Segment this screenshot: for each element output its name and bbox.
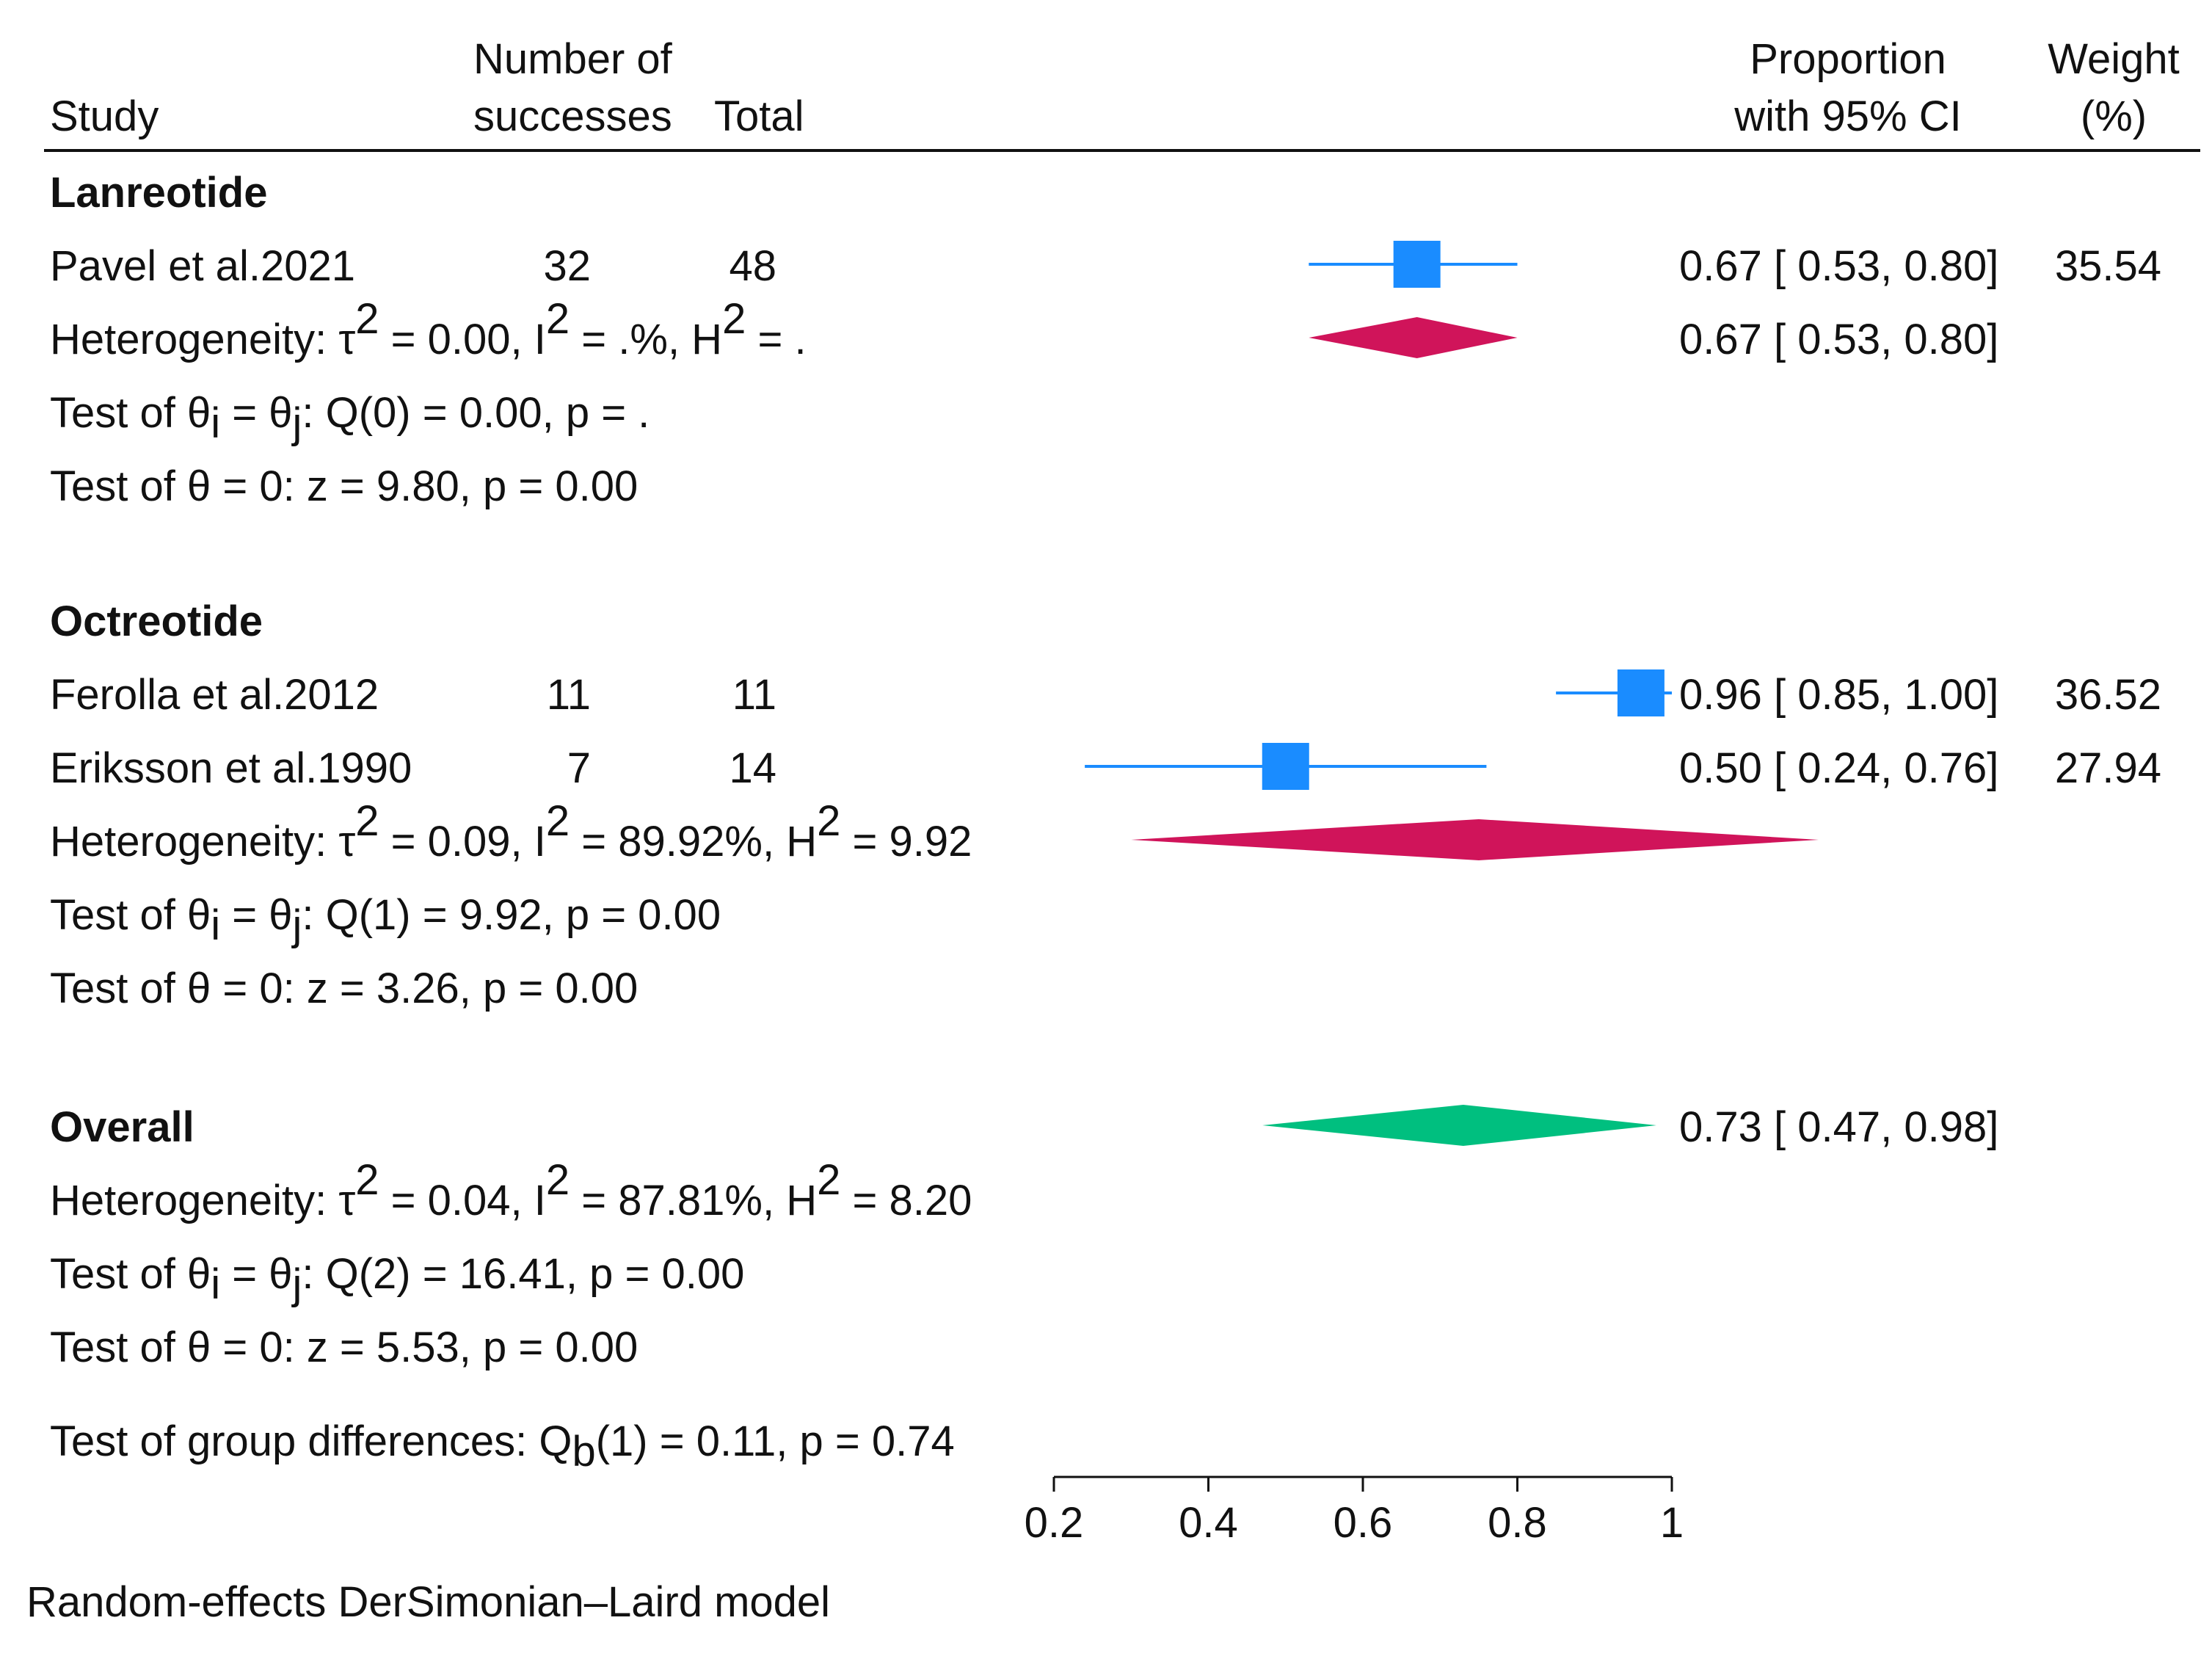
test-theta0: Test of θ = 0: z = 3.26, p = 0.00	[50, 965, 638, 1012]
header-weight-line2: (%)	[2081, 92, 2147, 140]
study-marker	[1617, 669, 1665, 716]
overall-title: Overall	[50, 1103, 194, 1151]
study-successes: 32	[543, 242, 591, 290]
header-ci-line2: with 95% CI	[1733, 92, 1961, 140]
header-total: Total	[714, 92, 804, 140]
heterogeneity-text: Heterogeneity: τ2 = 0.09, I2 = 89.92%, H…	[50, 797, 972, 865]
study-total: 48	[729, 242, 776, 290]
subgroup-diamond	[1131, 819, 1819, 860]
header-successes-line1: Number of	[473, 35, 673, 83]
study-total: 11	[732, 671, 776, 719]
study-marker	[1262, 743, 1309, 790]
x-tick-label: 0.2	[1025, 1499, 1084, 1547]
study-ci-text: 0.96 [ 0.85, 1.00]	[1679, 671, 1998, 719]
header-ci-line1: Proportion	[1750, 35, 1946, 83]
group-title: Octreotide	[50, 598, 263, 645]
overall-diamond	[1262, 1105, 1656, 1146]
table-row: Pavel et al.2021 32 48 0.67 [ 0.53, 0.80…	[50, 242, 2161, 290]
study-weight: 27.94	[2055, 744, 2161, 792]
group-octreotide: Octreotide Ferolla et al.2012 11 11 0.96…	[50, 598, 2161, 1012]
study-successes: 11	[547, 671, 591, 719]
heterogeneity-line: Heterogeneity: τ2 = 0.09, I2 = 89.92%, H…	[50, 797, 972, 865]
x-tick-label: 0.8	[1488, 1499, 1547, 1547]
heterogeneity-text: Heterogeneity: τ2 = 0.04, I2 = 87.81%, H…	[50, 1156, 972, 1224]
study-ci-text: 0.67 [ 0.53, 0.80]	[1679, 242, 1998, 290]
group-overall: Overall 0.73 [ 0.47, 0.98] Heterogeneity…	[50, 1103, 1998, 1371]
header-successes-line2: successes	[473, 92, 672, 140]
heterogeneity-text: Heterogeneity: τ2 = 0.00, I2 = .%, H2 = …	[50, 295, 807, 363]
group-differences-test: Test of group differences: Qb(1) = 0.11,…	[50, 1417, 955, 1475]
subgroup-ci-text: 0.67 [ 0.53, 0.80]	[1679, 316, 1998, 363]
test-theta-ij: Test of θi = θj: Q(1) = 9.92, p = 0.00	[50, 891, 721, 949]
test-theta0: Test of θ = 0: z = 9.80, p = 0.00	[50, 462, 638, 510]
study-weight: 35.54	[2055, 242, 2161, 290]
plot-marks	[1085, 241, 1819, 1146]
footnote: Random-effects DerSimonian–Laird model	[26, 1578, 830, 1626]
study-weight: 36.52	[2055, 671, 2161, 719]
test-theta-ij: Test of θi = θj: Q(2) = 16.41, p = 0.00	[50, 1250, 744, 1308]
test-theta0: Test of θ = 0: z = 5.53, p = 0.00	[50, 1324, 638, 1371]
table-row: Ferolla et al.2012 11 11 0.96 [ 0.85, 1.…	[50, 671, 2161, 719]
table-header: Study Number of successes Total Proporti…	[44, 35, 2200, 152]
heterogeneity-line: Heterogeneity: τ2 = 0.00, I2 = .%, H2 = …	[50, 295, 1998, 363]
study-name: Ferolla et al.2012	[50, 671, 379, 719]
group-title: Lanreotide	[50, 169, 268, 217]
x-tick-label: 0.6	[1334, 1499, 1393, 1547]
subgroup-diamond	[1309, 317, 1518, 358]
study-name: Pavel et al.2021	[50, 242, 355, 290]
study-total: 14	[729, 744, 776, 792]
test-theta-ij: Test of θi = θj: Q(0) = 0.00, p = .	[50, 389, 650, 447]
table-row: Eriksson et al.1990 7 14 0.50 [ 0.24, 0.…	[50, 744, 2161, 792]
x-tick-label: 1	[1660, 1499, 1684, 1547]
group-lanreotide: Lanreotide Pavel et al.2021 32 48 0.67 […	[50, 169, 2161, 510]
overall-ci-text: 0.73 [ 0.47, 0.98]	[1679, 1103, 1998, 1151]
study-name: Eriksson et al.1990	[50, 744, 412, 792]
header-study: Study	[50, 92, 159, 140]
study-marker	[1393, 241, 1441, 288]
header-weight-line1: Weight	[2048, 35, 2179, 83]
x-tick-label: 0.4	[1179, 1499, 1238, 1547]
x-axis: 0.2 0.4 0.6 0.8 1	[1025, 1475, 1684, 1547]
study-ci-text: 0.50 [ 0.24, 0.76]	[1679, 744, 1998, 792]
study-successes: 7	[567, 744, 591, 792]
